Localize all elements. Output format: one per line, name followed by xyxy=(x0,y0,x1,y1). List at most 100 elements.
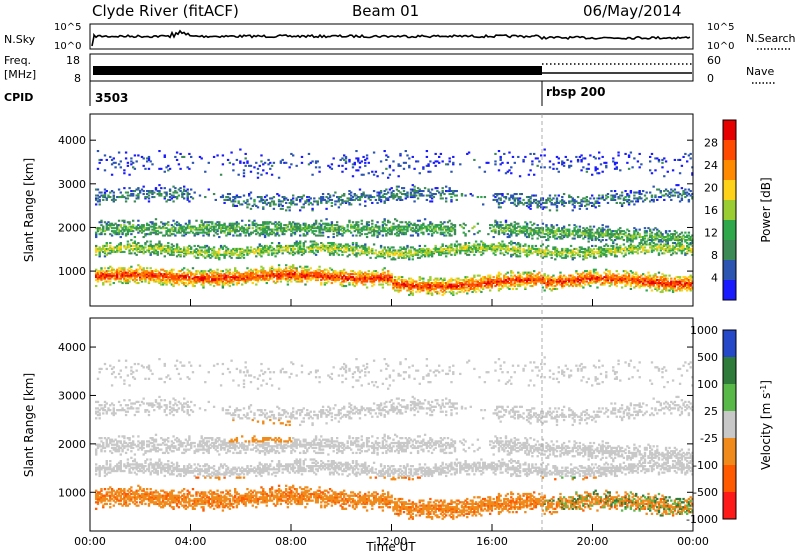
power-cell xyxy=(120,242,122,244)
power-cell xyxy=(134,241,136,243)
power-cell xyxy=(387,156,389,158)
power-cell xyxy=(280,223,282,225)
power-cell xyxy=(229,162,231,164)
power-cell xyxy=(132,162,134,164)
power-cell xyxy=(515,193,517,195)
power-cell xyxy=(385,189,387,191)
power-cell xyxy=(178,163,180,165)
power-cell xyxy=(278,195,280,197)
power-cell xyxy=(164,187,166,189)
power-cell xyxy=(473,226,475,228)
power-cell xyxy=(257,168,259,170)
power-cell xyxy=(373,174,375,176)
power-cell xyxy=(176,192,178,194)
power-cell xyxy=(331,202,333,204)
power-cell xyxy=(424,218,426,220)
power-cell xyxy=(376,221,378,223)
power-cell xyxy=(364,205,366,207)
power-cell xyxy=(128,221,130,223)
power-cell xyxy=(529,169,531,171)
power-cell xyxy=(431,292,433,294)
power-cell xyxy=(269,162,271,164)
power-cell xyxy=(290,163,292,165)
power-cell xyxy=(278,264,280,266)
power-cell xyxy=(137,187,139,189)
power-cell xyxy=(443,193,445,195)
power-cell xyxy=(343,269,345,271)
power-cell xyxy=(188,193,190,195)
power-cell xyxy=(125,152,127,154)
power-cell xyxy=(331,205,333,207)
power-cell xyxy=(204,171,206,173)
power-cell xyxy=(252,227,254,229)
power-cell xyxy=(285,202,287,204)
power-cell xyxy=(241,203,243,205)
power-cell xyxy=(366,157,368,159)
power-cell xyxy=(450,199,452,201)
power-cell xyxy=(327,281,329,283)
power-cell xyxy=(440,153,442,155)
power-cell xyxy=(355,150,357,152)
power-cell xyxy=(130,233,132,235)
power-cell xyxy=(438,156,440,158)
station-title: Clyde River (fitACF) xyxy=(92,2,239,20)
power-cell xyxy=(322,232,324,234)
power-cell xyxy=(442,160,444,162)
power-cell xyxy=(266,195,268,197)
power-cell xyxy=(442,190,444,192)
power-cell xyxy=(114,199,116,201)
power-cell xyxy=(494,160,496,162)
power-cell xyxy=(352,242,354,244)
power-cell xyxy=(422,190,424,192)
power-cell xyxy=(427,233,429,235)
power-cell xyxy=(431,223,433,225)
power-cell xyxy=(144,168,146,170)
power-cell xyxy=(239,196,241,198)
power-cell xyxy=(106,190,108,192)
power-cell xyxy=(304,223,306,225)
power-cell xyxy=(468,152,470,154)
power-cell xyxy=(392,160,394,162)
power-cell xyxy=(143,224,145,226)
power-cell xyxy=(357,249,359,251)
power-cell xyxy=(150,267,152,269)
power-cell xyxy=(292,264,294,266)
power-cell xyxy=(320,220,322,222)
power-cell xyxy=(368,224,370,226)
power-cell xyxy=(382,284,384,286)
power-cell xyxy=(480,196,482,198)
power-cell xyxy=(494,254,496,256)
power-cell xyxy=(405,150,407,152)
power-cell xyxy=(262,267,264,269)
power-cell xyxy=(120,236,122,238)
power-cell xyxy=(306,281,308,283)
power-cell xyxy=(459,243,461,245)
power-cell xyxy=(435,165,437,167)
power-cell xyxy=(531,163,533,165)
power-cell xyxy=(120,160,122,162)
power-cell xyxy=(475,241,477,243)
power-cell xyxy=(435,245,437,247)
power-cell xyxy=(136,279,138,281)
power-cell xyxy=(524,243,526,245)
power-cell xyxy=(148,200,150,202)
power-cell xyxy=(507,245,509,247)
power-cell xyxy=(466,292,468,294)
power-cell xyxy=(333,157,335,159)
power-cell xyxy=(174,235,176,237)
power-cell xyxy=(350,192,352,194)
power-cell xyxy=(508,152,510,154)
power-cell xyxy=(239,233,241,235)
power-cell xyxy=(331,221,333,223)
power-cell xyxy=(299,241,301,243)
power-cell xyxy=(245,157,247,159)
power-cell xyxy=(510,166,512,168)
power-cell xyxy=(394,258,396,260)
power-cell xyxy=(169,189,171,191)
power-cell xyxy=(361,223,363,225)
power-cell xyxy=(304,241,306,243)
power-cell xyxy=(384,257,386,259)
power-cell xyxy=(160,243,162,245)
power-cell xyxy=(253,220,255,222)
power-cell xyxy=(243,162,245,164)
